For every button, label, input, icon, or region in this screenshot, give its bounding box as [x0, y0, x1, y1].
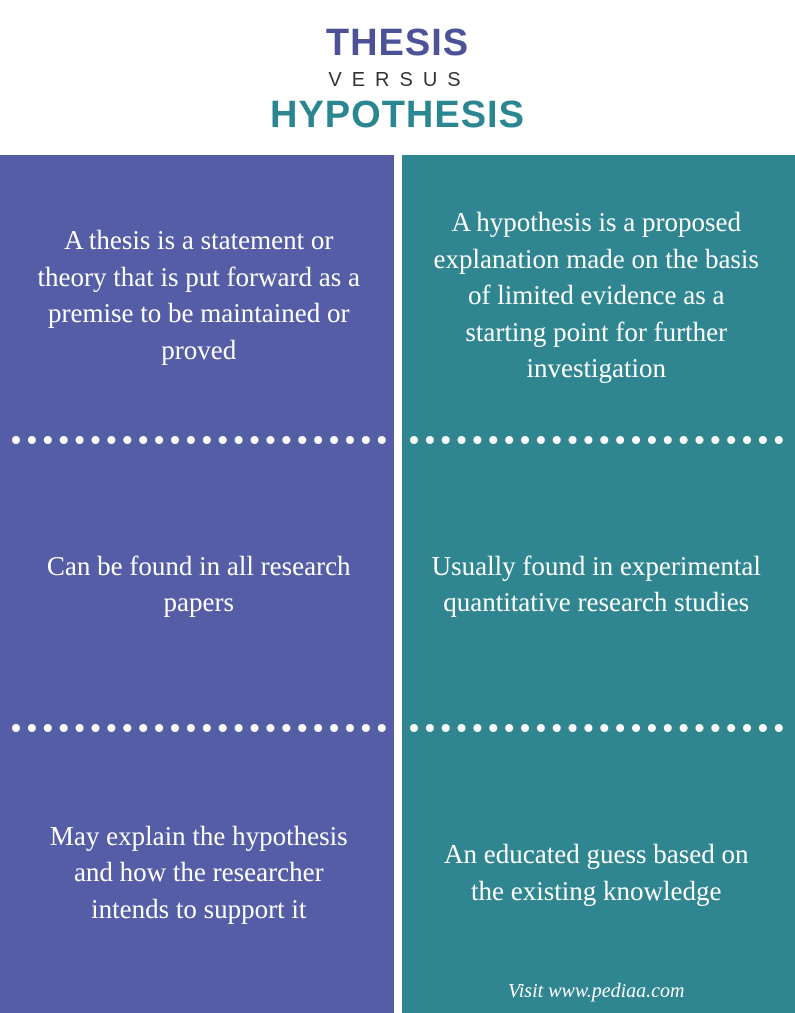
divider	[12, 436, 386, 444]
divider	[410, 724, 784, 732]
footer-url: www.pediaa.com	[548, 980, 684, 1002]
footer-prefix: Visit	[508, 980, 548, 1002]
thesis-row-1: A thesis is a statement or theory that i…	[0, 155, 398, 436]
hypothesis-row-3: An educated guess based on the existing …	[398, 732, 795, 1013]
thesis-row-2: Can be found in all research papers	[0, 444, 398, 725]
hypothesis-row-1: A hypothesis is a proposed explanation m…	[398, 155, 795, 436]
column-thesis: A thesis is a statement or theory that i…	[0, 155, 398, 1013]
column-hypothesis: A hypothesis is a proposed explanation m…	[398, 155, 795, 1013]
title-hypothesis: HYPOTHESIS	[0, 94, 795, 137]
divider	[410, 436, 784, 444]
footer-credit: Visit www.pediaa.com	[398, 980, 795, 1003]
versus-label: VERSUS	[4, 69, 795, 92]
divider	[12, 724, 386, 732]
comparison-grid: A thesis is a statement or theory that i…	[0, 155, 795, 1013]
title-thesis: THESIS	[0, 22, 795, 65]
header: THESIS VERSUS HYPOTHESIS	[0, 0, 795, 155]
thesis-row-3: May explain the hypothesis and how the r…	[0, 732, 398, 1013]
center-gap	[394, 155, 402, 1013]
hypothesis-row-2: Usually found in experimental quantitati…	[398, 444, 795, 725]
